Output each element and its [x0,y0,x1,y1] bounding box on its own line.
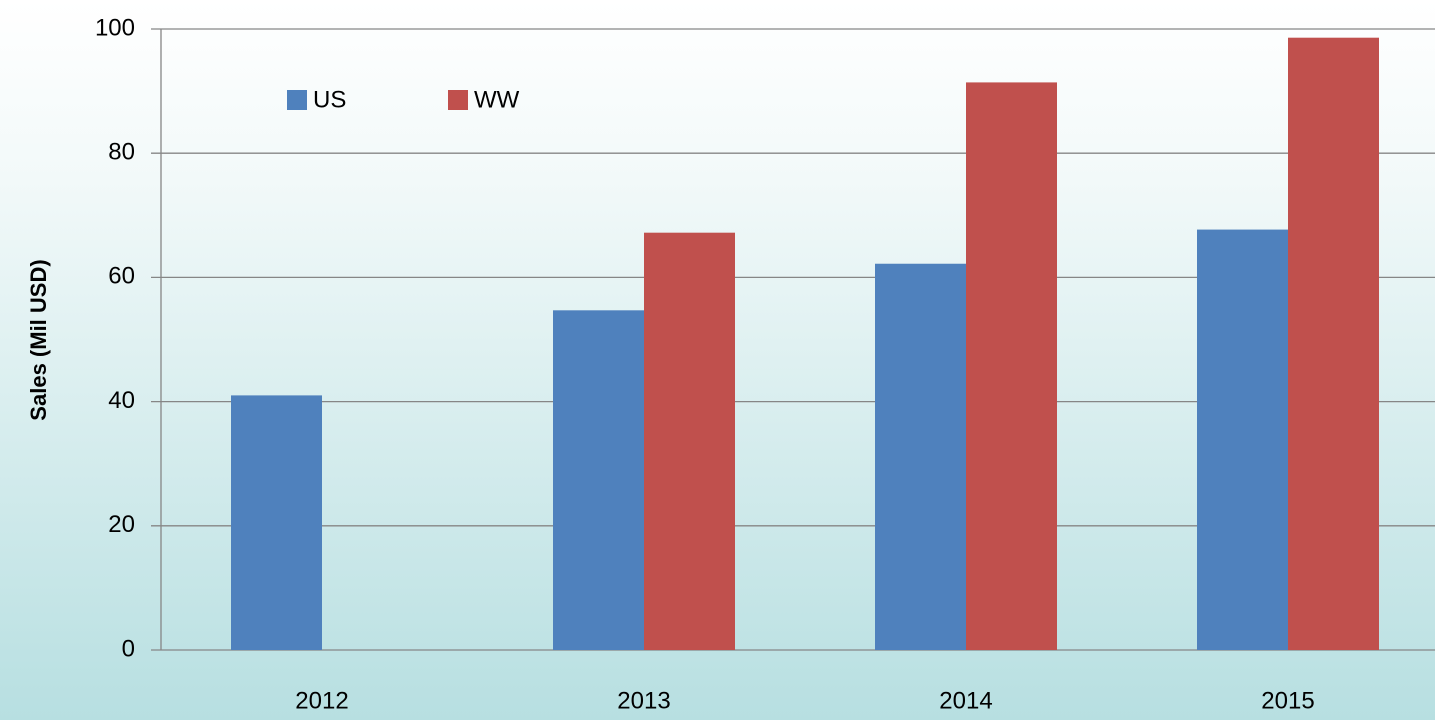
bar [231,395,322,650]
y-tick-label: 20 [108,511,135,538]
y-tick-label: 100 [95,14,135,41]
bar [644,232,735,651]
legend-swatch [287,90,307,110]
y-tick-label: 40 [108,387,135,414]
bar [1197,229,1288,650]
x-tick-label: 2013 [617,687,670,714]
bar [966,82,1057,650]
y-tick-label: 80 [108,139,135,166]
x-tick-label: 2015 [1261,687,1314,714]
x-tick-label: 2012 [295,687,348,714]
y-tick-label: 0 [122,635,135,662]
legend-label: WW [474,86,520,113]
legend-label: US [313,86,346,113]
x-tick-label: 2014 [939,687,992,714]
y-tick-label: 60 [108,263,135,290]
bar [1288,37,1379,651]
bar [553,310,644,650]
y-axis-label: Sales (Mil USD) [26,259,51,420]
legend-swatch [448,90,468,110]
bar [875,263,966,650]
